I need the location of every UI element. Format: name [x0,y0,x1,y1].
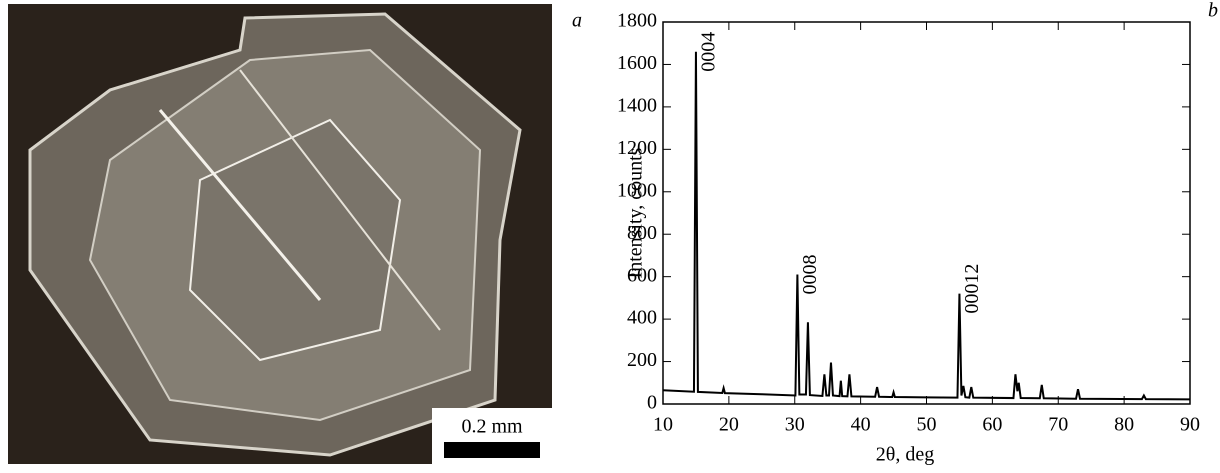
peak-label: 0004 [698,32,720,72]
peak-label: 0008 [799,255,821,295]
x-tick-label: 60 [982,414,1002,436]
x-tick-label: 10 [653,414,673,436]
x-tick-label: 20 [719,414,739,436]
y-tick-label: 1800 [617,10,657,32]
x-tick-label: 80 [1114,414,1134,436]
y-tick-label: 200 [627,349,657,371]
y-tick-label: 1400 [617,94,657,116]
xrd-line [663,52,1190,400]
peak-label: 00012 [961,264,983,314]
plot-frame [663,22,1190,404]
x-tick-label: 40 [851,414,871,436]
y-tick-label: 1000 [617,179,657,201]
y-tick-label: 0 [647,392,657,414]
x-tick-label: 90 [1180,414,1200,436]
photo: 0.2 mm [8,4,552,464]
scale-bar [444,442,540,458]
x-tick-label: 30 [785,414,805,436]
panel-label: a [572,10,582,32]
y-tick-label: 600 [627,264,657,286]
x-axis-label: 2θ, deg [876,444,934,466]
y-tick-label: 1600 [617,52,657,74]
figure: 0.2 mm a b 2θ, deg Intensity, counts 0 20… [0,0,1220,468]
y-axis-label: Intensity, counts [625,147,647,278]
scale-label: 0.2 mm [461,416,523,438]
x-tick-label: 70 [1048,414,1068,436]
y-tick-label: 800 [627,222,657,244]
y-tick-label: 1200 [617,137,657,159]
y-tick-label: 400 [627,307,657,329]
panel-label: b [1208,0,1218,22]
x-tick-label: 50 [917,414,937,436]
